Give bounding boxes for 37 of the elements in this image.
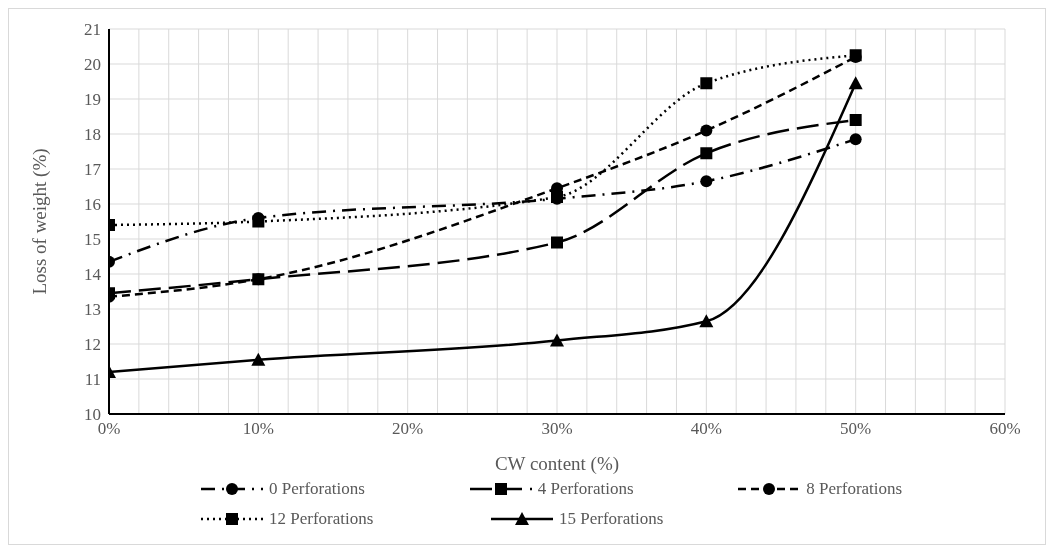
y-tick-label: 21 bbox=[84, 20, 101, 40]
legend-label: 0 Perforations bbox=[269, 479, 365, 499]
x-tick-label: 30% bbox=[541, 419, 573, 439]
y-tick-label: 15 bbox=[84, 230, 101, 250]
point bbox=[700, 77, 713, 90]
x-tick-label: 0% bbox=[97, 419, 121, 439]
point bbox=[252, 215, 265, 228]
y-tick-label: 18 bbox=[84, 125, 101, 145]
y-tick-label: 19 bbox=[84, 90, 101, 110]
legend-label: 15 Perforations bbox=[559, 509, 664, 529]
point bbox=[848, 76, 863, 90]
x-tick-label: 20% bbox=[392, 419, 424, 439]
legend-label: 12 Perforations bbox=[269, 509, 374, 529]
point bbox=[700, 147, 713, 160]
x-tick-label: 50% bbox=[840, 419, 872, 439]
y-tick-label: 14 bbox=[84, 265, 102, 285]
point bbox=[699, 314, 714, 328]
point bbox=[550, 333, 564, 347]
x-tick-label: 10% bbox=[242, 419, 274, 439]
y-tick-label: 11 bbox=[84, 370, 101, 390]
legend-label: 8 Perforations bbox=[806, 479, 903, 499]
point bbox=[849, 114, 862, 126]
point bbox=[700, 175, 713, 188]
point bbox=[551, 236, 563, 249]
x-axis-title: CW content (%) bbox=[494, 453, 620, 475]
x-tick-label: 60% bbox=[989, 419, 1021, 439]
y-tick-label: 17 bbox=[84, 160, 102, 180]
y-axis-title: Loss of weight (%) bbox=[28, 148, 51, 295]
point bbox=[849, 133, 862, 146]
x-tick-label: 40% bbox=[690, 419, 722, 439]
point bbox=[700, 124, 713, 137]
y-tick-label: 12 bbox=[84, 335, 101, 355]
y-tick-label: 16 bbox=[84, 195, 101, 215]
y-tick-label: 13 bbox=[84, 300, 101, 320]
y-tick-label: 20 bbox=[84, 55, 101, 75]
legend-label: 4 Perforations bbox=[537, 479, 634, 499]
point bbox=[251, 352, 266, 366]
